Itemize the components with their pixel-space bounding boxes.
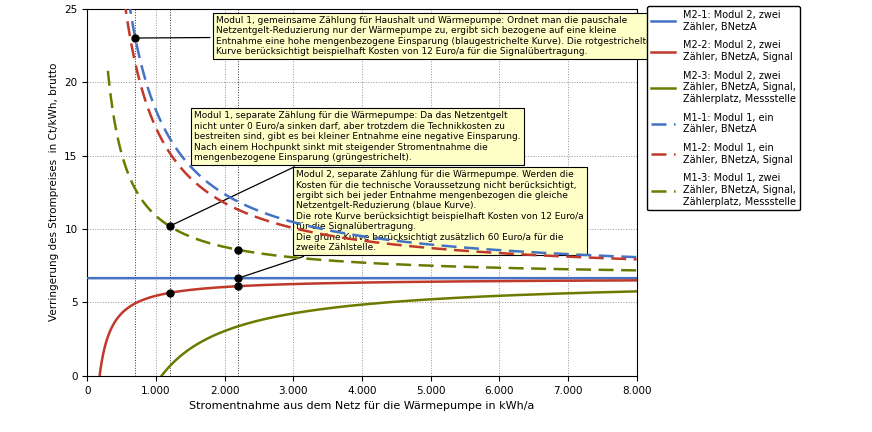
Text: Modul 1, gemeinsame Zählung für Haushalt und Wärmepumpe: Ordnet man die pauschal: Modul 1, gemeinsame Zählung für Haushalt… <box>138 16 652 56</box>
Text: Modul 2, separate Zählung für die Wärmepumpe. Werden die
Kosten für die technisc: Modul 2, separate Zählung für die Wärmep… <box>241 170 583 277</box>
Text: Modul 1, separate Zählung für die Wärmepumpe: Da das Netzentgelt
nicht unter 0 E: Modul 1, separate Zählung für die Wärmep… <box>172 111 521 225</box>
Legend: M2-1: Modul 2, zwei
Zähler, BNetzA, M2-2: Modul 2, zwei
Zähler, BNetzA, Signal, : M2-1: Modul 2, zwei Zähler, BNetzA, M2-2… <box>647 6 800 210</box>
X-axis label: Stromentnahme aus dem Netz für die Wärmepumpe in kWh/a: Stromentnahme aus dem Netz für die Wärme… <box>189 401 535 411</box>
Y-axis label: Verringerung des Strompreises  in Ct/kWh, brutto: Verringerung des Strompreises in Ct/kWh,… <box>49 63 58 321</box>
